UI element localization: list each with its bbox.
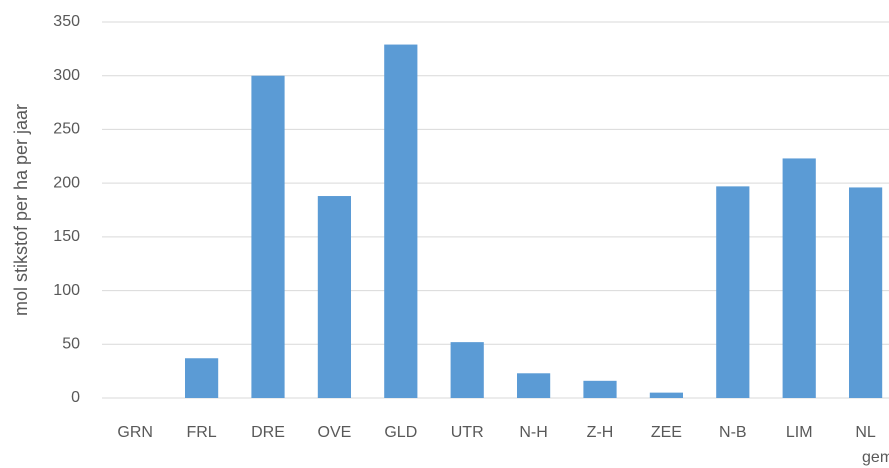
bar bbox=[849, 187, 883, 398]
x-tick-label: FRL bbox=[186, 424, 216, 441]
y-axis-label: mol stikstof per ha per jaar bbox=[11, 104, 31, 316]
y-tick-label: 350 bbox=[53, 13, 80, 30]
y-tick-label: 150 bbox=[53, 228, 80, 245]
bar bbox=[583, 380, 617, 398]
y-tick-label: 300 bbox=[53, 67, 80, 84]
bar bbox=[384, 44, 418, 399]
bar bbox=[782, 158, 816, 398]
bar bbox=[649, 392, 683, 398]
x-tick-label: ZEE bbox=[651, 424, 682, 441]
y-tick-label: 100 bbox=[53, 282, 80, 299]
x-tick-label: LIM bbox=[786, 424, 813, 441]
x-tick-label: NL gem bbox=[855, 424, 889, 466]
x-tick-label: GRN bbox=[117, 424, 153, 441]
x-tick-label: UTR bbox=[451, 424, 484, 441]
bar bbox=[317, 196, 351, 398]
bar bbox=[716, 186, 750, 398]
bar bbox=[251, 75, 285, 398]
x-tick-label: N-B bbox=[719, 424, 747, 441]
y-tick-label: 0 bbox=[71, 389, 80, 406]
y-tick-label: 250 bbox=[53, 121, 80, 138]
x-tick-label: OVE bbox=[318, 424, 352, 441]
y-tick-label: 50 bbox=[62, 336, 80, 353]
x-tick-label: N-H bbox=[519, 424, 547, 441]
bar bbox=[185, 358, 219, 398]
y-tick-label: 200 bbox=[53, 174, 80, 191]
x-tick-label: GLD bbox=[384, 424, 417, 441]
bar bbox=[450, 342, 484, 398]
bar bbox=[517, 373, 551, 398]
x-tick-label: DRE bbox=[251, 424, 285, 441]
x-tick-label: Z-H bbox=[587, 424, 614, 441]
